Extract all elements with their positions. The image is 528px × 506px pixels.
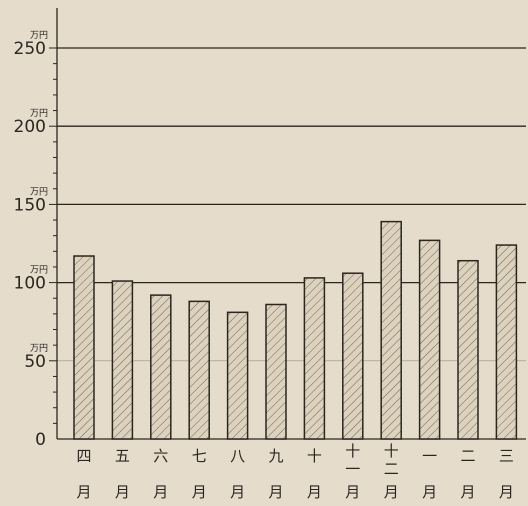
y-tick-label: 0 — [35, 430, 46, 450]
x-tick-char: 月 — [230, 483, 245, 501]
x-tick-label: 八月 — [230, 447, 245, 501]
x-tick-label: 五月 — [115, 447, 130, 501]
x-tick-char: 月 — [76, 483, 91, 501]
bar — [303, 277, 326, 440]
x-tick-char: 七 — [192, 447, 207, 465]
x-tick-char: 三 — [499, 447, 514, 465]
x-tick-char: 四 — [76, 447, 91, 465]
x-tick-char: 十 — [307, 447, 322, 465]
gridlines — [57, 47, 526, 362]
x-tick-char: 月 — [153, 483, 168, 501]
x-tick-char: 月 — [192, 483, 207, 501]
x-tick-char: 月 — [115, 483, 130, 501]
bar — [418, 239, 441, 440]
x-tick-char: 六 — [153, 447, 168, 465]
x-tick-char: 一 — [345, 460, 360, 478]
x-tick-char: 十 — [384, 442, 399, 460]
y-unit-label: 万円 — [30, 186, 48, 197]
bar — [342, 272, 364, 440]
x-tick-char: 十 — [345, 442, 360, 460]
x-tick-label: 七月 — [192, 447, 207, 501]
x-tick-label: 十二月 — [384, 442, 399, 501]
bars — [73, 220, 518, 440]
x-tick-label: 六月 — [153, 447, 168, 501]
x-tick-char: 一 — [422, 447, 437, 465]
x-tick-char: 月 — [422, 483, 437, 501]
x-tick-char: 月 — [384, 483, 399, 501]
axes — [49, 8, 526, 440]
x-tick-char: 月 — [268, 483, 283, 501]
x-tick-char: 五 — [115, 447, 130, 465]
x-tick-label: 二月 — [460, 447, 475, 501]
bar — [188, 300, 210, 440]
x-tick-char: 月 — [499, 483, 514, 501]
x-tick-label: 三月 — [499, 447, 514, 501]
bar — [73, 255, 95, 440]
bar — [495, 244, 518, 440]
y-unit-label: 万円 — [30, 30, 48, 41]
bar — [380, 220, 402, 440]
x-tick-label: 一月 — [422, 447, 437, 501]
bar — [265, 303, 287, 440]
y-unit-label: 万円 — [30, 108, 48, 119]
bar — [457, 259, 479, 440]
x-tick-char: 二 — [460, 447, 475, 465]
x-tick-char: 月 — [345, 483, 360, 501]
bar — [226, 311, 249, 440]
y-unit-label: 万円 — [30, 343, 48, 354]
bar — [150, 294, 172, 440]
x-tick-char: 九 — [268, 447, 283, 465]
x-tick-label: 四月 — [76, 447, 91, 501]
x-tick-char: 二 — [384, 460, 399, 478]
y-tick-label: 50 — [24, 352, 46, 372]
x-tick-label: 九月 — [268, 447, 283, 501]
y-tick-label: 200 — [14, 117, 46, 137]
y-tick-label: 150 — [14, 195, 46, 215]
x-tick-char: 八 — [230, 447, 245, 465]
x-tick-label: 十一月 — [345, 442, 360, 501]
bar — [111, 280, 134, 440]
y-unit-label: 万円 — [30, 265, 48, 276]
y-tick-label: 100 — [14, 274, 46, 294]
x-tick-char: 月 — [460, 483, 475, 501]
x-tick-char: 月 — [307, 483, 322, 501]
y-tick-label: 250 — [14, 39, 46, 59]
x-tick-label: 十月 — [307, 447, 322, 501]
